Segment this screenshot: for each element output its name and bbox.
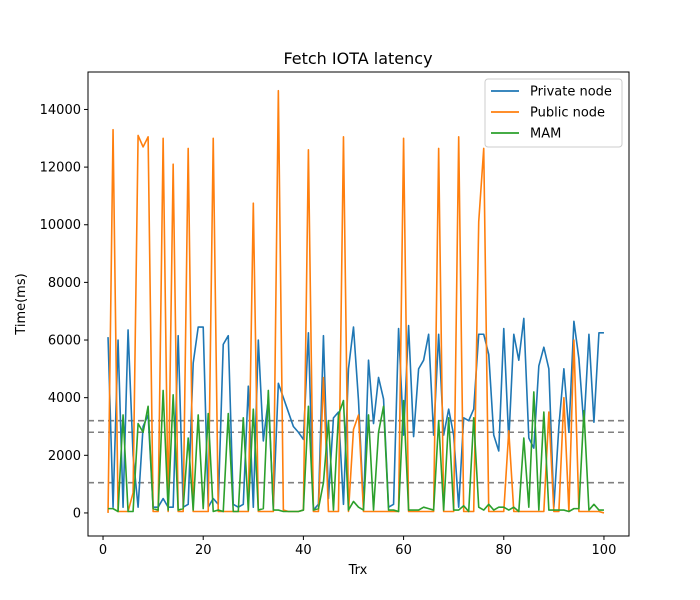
legend: Private node Public node MAM (484, 78, 623, 148)
legend-box (484, 78, 623, 148)
series-lines (107, 89, 605, 514)
y-axis-ticks: 0 2000 4000 6000 8000 10000 12000 14000 (40, 103, 88, 521)
legend-label-private-node: Private node (530, 85, 612, 100)
y-tick-label: 8000 (48, 276, 81, 291)
y-tick-label: 14000 (40, 103, 81, 118)
y-axis-label: Time(ms) (14, 273, 29, 335)
y-tick-label: 4000 (48, 391, 81, 406)
y-tick-label: 6000 (48, 334, 81, 349)
y-tick-label: 2000 (48, 449, 81, 464)
x-tick-label: 0 (99, 543, 107, 558)
legend-label-public-node: Public node (530, 106, 605, 121)
y-tick-label: 10000 (40, 218, 81, 233)
series-line-mam (108, 389, 604, 513)
series-line-public-node (107, 89, 605, 514)
y-tick-label: 0 (73, 506, 81, 521)
x-axis-label: Trx (348, 563, 368, 578)
y-tick-label: 12000 (40, 161, 81, 176)
plot-frame (87, 71, 630, 537)
x-tick-label: 60 (395, 543, 412, 558)
chart-title: Fetch IOTA latency (283, 49, 432, 68)
x-tick-label: 20 (195, 543, 212, 558)
x-tick-label: 40 (295, 543, 312, 558)
plot-area (87, 71, 630, 537)
x-tick-label: 80 (495, 543, 512, 558)
x-tick-label: 100 (592, 543, 617, 558)
series-line-private-node (107, 317, 604, 511)
legend-label-mam: MAM (530, 127, 561, 142)
x-axis-ticks: 0 20 40 60 80 100 (99, 536, 616, 558)
